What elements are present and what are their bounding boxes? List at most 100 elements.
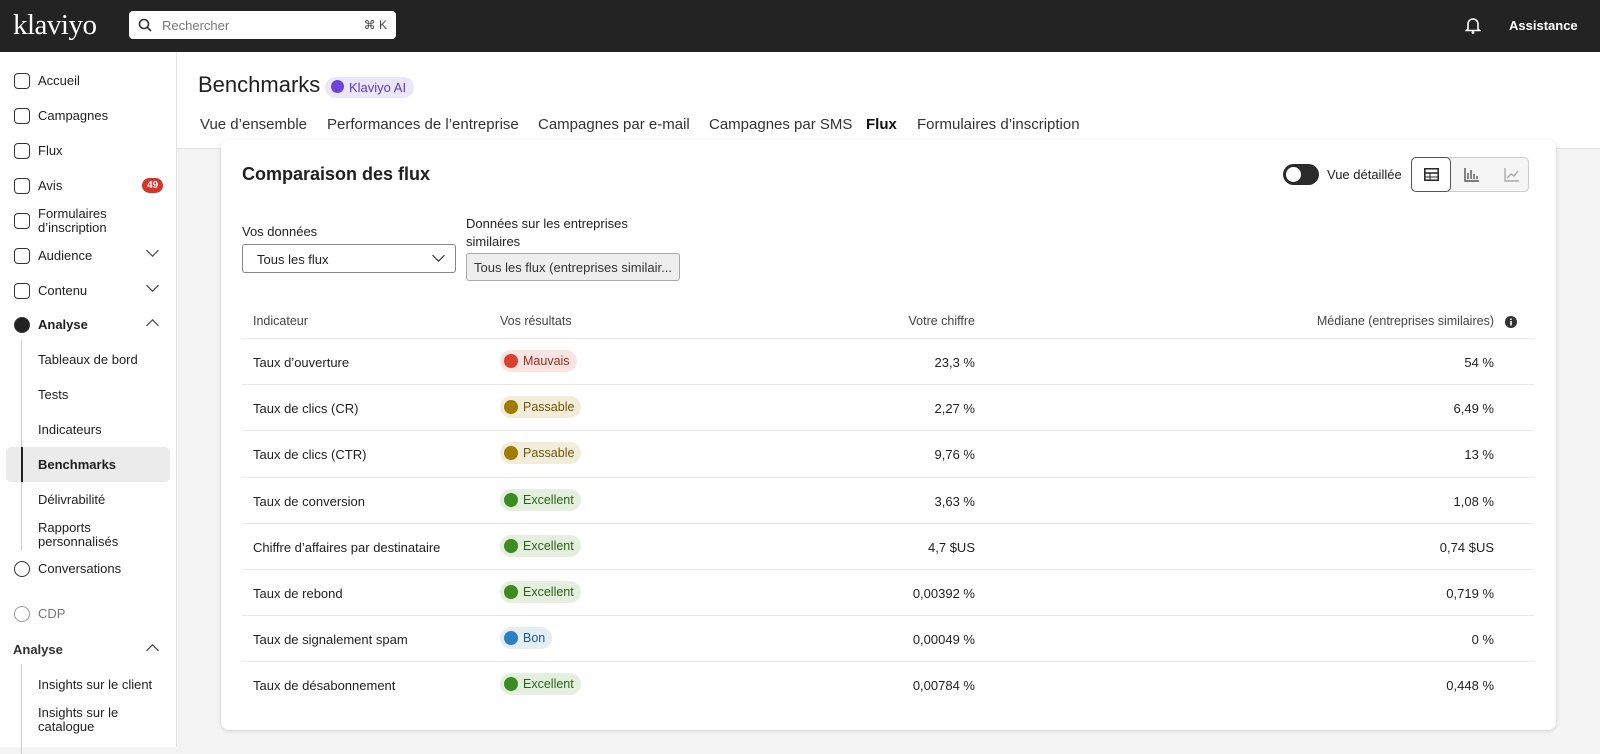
search-box[interactable]: Rechercher ⌘ K [129, 11, 396, 39]
status-label: Excellent [523, 538, 574, 553]
your-value: 3,63 % [934, 493, 975, 509]
nav-section[interactable]: Analyse [13, 642, 63, 657]
median-value: 13 % [1464, 447, 1494, 463]
toggle[interactable] [1283, 164, 1319, 185]
median-value: 0 % [1471, 632, 1494, 648]
nav-subitem-active[interactable]: Benchmarks [38, 457, 117, 472]
status-label: Passable [523, 400, 575, 415]
column-header: Vos résultats [500, 314, 572, 328]
column-header: Indicateur [253, 314, 308, 328]
nav-item[interactable]: Campagnes [38, 108, 109, 123]
status-badge: Excellent [500, 534, 581, 557]
sidebar: Accueil Campagnes Flux Avis 49 Formulair… [0, 52, 177, 754]
status-icon [504, 631, 518, 646]
tab[interactable]: Performances de l’entreprise [327, 116, 519, 133]
median-value: 0,719 % [1446, 586, 1494, 601]
info-icon[interactable] [1505, 316, 1517, 328]
nav-item[interactable]: Accueil [38, 73, 80, 88]
median-value: 6,49 % [1453, 401, 1494, 417]
indicator: Chiffre d’affaires par destinataire [253, 539, 441, 555]
column-header: Médiane (entreprises similaires) [1316, 314, 1494, 328]
status-icon [504, 354, 518, 368]
status-label: Passable [523, 446, 575, 461]
line-view-button[interactable] [1504, 168, 1520, 182]
nav-subitem[interactable]: Insights sur le catalogue [38, 705, 119, 734]
nav-item[interactable]: Flux [38, 143, 63, 158]
nav-item[interactable]: Avis [38, 178, 63, 193]
peer-data-select[interactable]: Tous les flux (entreprises similair... [466, 253, 680, 281]
top-bar: klaviyo Rechercher ⌘ K Assistance [0, 0, 1600, 52]
table-header: Indicateur Vos résultats Votre chiffre Médi… [242, 306, 1534, 338]
nav-item[interactable]: Conversations [38, 561, 122, 576]
table-row: Taux de clics (CR) Passable 2,27 % 6,49 % [242, 384, 1534, 430]
indicator: Taux de désabonnement [253, 678, 396, 694]
logo[interactable]: klaviyo [13, 9, 97, 41]
status-badge: Excellent [500, 581, 581, 603]
indicator: Taux de rebond [253, 586, 343, 601]
nav-item[interactable]: Audience [38, 248, 93, 263]
status-badge: Passable [500, 396, 582, 419]
nav-subitem[interactable]: Délivrabilité [38, 492, 106, 507]
tab[interactable]: Campagnes par e-mail [538, 116, 690, 133]
your-value: 9,76 % [934, 447, 975, 463]
search-placeholder: Rechercher [162, 18, 230, 33]
tab[interactable]: Vue d’ensemble [200, 116, 308, 133]
status-badge: Excellent [500, 488, 581, 511]
nav-subitem[interactable]: Tableaux de bord [38, 352, 138, 367]
field-label: Données sur les entreprises similaires [466, 216, 628, 249]
median-value: 0,448 % [1446, 678, 1494, 694]
indicator: Taux de clics (CR) [253, 401, 359, 417]
status-icon [504, 492, 518, 507]
nav-subitem[interactable]: Indicateurs [38, 422, 102, 437]
bar-view-button[interactable] [1464, 168, 1480, 182]
nav-subitem[interactable]: Tests [38, 387, 69, 402]
status-badge: Passable [500, 442, 582, 465]
table-row: Taux de désabonnement Excellent 0,00784 % 0… [242, 661, 1534, 707]
search-icon [138, 18, 152, 32]
nav-item[interactable]: CDP [38, 606, 66, 621]
tab[interactable]: Formulaires d’inscription [917, 116, 1080, 133]
help-link[interactable]: Assistance [1509, 18, 1578, 33]
status-badge: Excellent [500, 673, 581, 696]
notifications-icon[interactable] [1465, 16, 1481, 34]
select-value: Tous les flux [257, 252, 329, 267]
status-label: Bon [523, 631, 546, 646]
card-title: Comparaison des flux [242, 164, 431, 184]
table-row: Taux de conversion Excellent 3,63 % 1,08 % [242, 476, 1534, 523]
status-icon [504, 538, 518, 553]
nav-item[interactable]: Contenu [38, 283, 88, 298]
indicator: Taux de clics (CTR) [253, 447, 367, 463]
status-icon [504, 585, 518, 599]
table-row: Taux de rebond Excellent 0,00392 % 0,719 % [242, 569, 1534, 615]
median-value: 0,74 $US [1439, 539, 1494, 555]
status-badge: Mauvais [500, 350, 577, 372]
nav-item[interactable]: Analyse [38, 317, 88, 332]
table-row: Chiffre d’affaires par destinataire Excel… [242, 522, 1534, 569]
nav-subitem[interactable]: Rapports personnalisés [38, 520, 119, 549]
column-header: Votre chiffre [908, 314, 975, 328]
table-view-button[interactable] [1411, 157, 1451, 192]
nav-subitem[interactable]: Insights sur le client [38, 677, 153, 692]
tab[interactable]: Campagnes par SMS [709, 116, 853, 133]
median-value: 1,08 % [1453, 493, 1494, 509]
indicator: Taux d’ouverture [253, 355, 350, 370]
nav-item[interactable]: Formulaires d’inscription [38, 206, 107, 235]
badge: 49 [142, 178, 164, 193]
status-label: Mauvais [523, 354, 570, 368]
status-icon [504, 400, 518, 415]
table-row: Taux de clics (CTR) Passable 9,76 % 13 % [242, 430, 1534, 476]
ai-badge[interactable]: Klaviyo AI [325, 77, 415, 98]
table-row: Taux de signalement spam Bon 0,00049 % 0 % [242, 615, 1534, 661]
view-switcher [1411, 157, 1529, 192]
status-badge: Bon [500, 627, 553, 650]
your-data-select[interactable]: Tous les flux [242, 244, 456, 273]
your-value: 0,00049 % [912, 632, 975, 648]
card [221, 140, 1556, 730]
tab[interactable]: Flux [866, 116, 897, 133]
search-shortcut: ⌘ K [363, 18, 387, 32]
status-label: Excellent [523, 585, 574, 599]
page-header [177, 52, 1600, 149]
status-label: Excellent [523, 492, 574, 507]
